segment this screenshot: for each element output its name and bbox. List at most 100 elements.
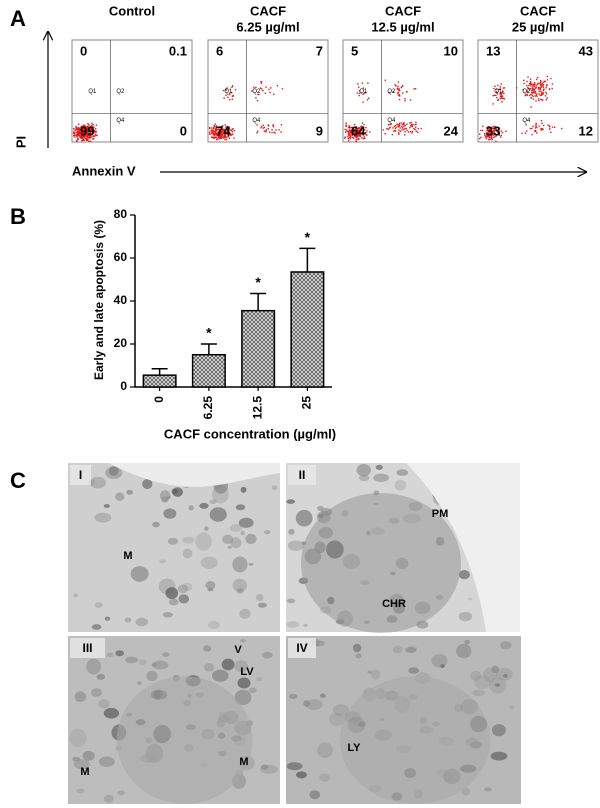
event-dot bbox=[487, 134, 489, 136]
bar bbox=[241, 309, 276, 388]
event-dot bbox=[495, 134, 497, 136]
quadrant-tag: Q1 bbox=[359, 89, 368, 95]
event-dot bbox=[344, 131, 347, 133]
event-dot bbox=[358, 135, 361, 137]
event-dot bbox=[361, 133, 363, 135]
event-dot bbox=[533, 88, 536, 91]
event-dot bbox=[225, 88, 227, 90]
event-dot bbox=[255, 97, 257, 99]
event-dot bbox=[262, 124, 265, 126]
texture bbox=[182, 548, 193, 559]
micrograph bbox=[286, 463, 520, 633]
event-dot bbox=[93, 135, 95, 138]
event-dot bbox=[415, 123, 417, 126]
event-dot bbox=[84, 137, 86, 140]
event-dot bbox=[493, 133, 496, 135]
texture bbox=[240, 639, 246, 643]
event-dot bbox=[366, 99, 369, 101]
event-dot bbox=[482, 125, 484, 127]
event-dot bbox=[357, 131, 359, 134]
event-dot bbox=[397, 125, 399, 127]
event-dot bbox=[271, 132, 273, 134]
event-dot bbox=[361, 137, 363, 139]
event-dot bbox=[529, 78, 532, 80]
event-dot bbox=[529, 127, 532, 130]
texture bbox=[494, 683, 501, 687]
texture bbox=[435, 537, 445, 546]
event-dot bbox=[484, 132, 486, 135]
event-dot bbox=[486, 131, 488, 134]
event-dot bbox=[487, 130, 489, 132]
event-dot bbox=[488, 134, 490, 136]
event-dot bbox=[360, 128, 362, 131]
event-dot bbox=[76, 134, 78, 137]
texture bbox=[152, 660, 169, 670]
event-dot bbox=[349, 136, 351, 139]
texture bbox=[320, 693, 326, 698]
event-dot bbox=[215, 125, 218, 128]
event-dot bbox=[357, 130, 359, 132]
texture bbox=[483, 667, 498, 682]
event-dot bbox=[527, 76, 529, 78]
texture bbox=[103, 504, 110, 508]
y-tick-label: 0 bbox=[120, 379, 127, 393]
event-dot bbox=[526, 85, 528, 87]
event-dot bbox=[398, 124, 401, 127]
event-dot bbox=[526, 91, 529, 94]
event-dot bbox=[544, 95, 547, 97]
image-tag: II bbox=[299, 468, 306, 482]
event-dot bbox=[502, 87, 505, 89]
event-dot bbox=[355, 136, 358, 139]
event-dot bbox=[413, 127, 415, 130]
event-dot bbox=[397, 81, 400, 83]
structure-label: M bbox=[239, 756, 248, 768]
event-dot bbox=[219, 129, 222, 131]
texture bbox=[286, 762, 303, 771]
texture bbox=[125, 656, 139, 664]
event-dot bbox=[505, 130, 507, 132]
event-dot bbox=[91, 130, 93, 132]
event-dot bbox=[348, 129, 350, 132]
event-dot bbox=[77, 132, 79, 134]
event-dot bbox=[501, 131, 504, 134]
texture bbox=[303, 623, 308, 627]
texture bbox=[309, 790, 321, 800]
texture bbox=[373, 473, 390, 482]
event-dot bbox=[214, 123, 216, 125]
event-dot bbox=[501, 92, 503, 95]
event-dot bbox=[226, 131, 228, 133]
event-dot bbox=[531, 87, 533, 89]
event-dot bbox=[77, 129, 79, 131]
event-dot bbox=[489, 128, 491, 130]
event-dot bbox=[253, 86, 255, 89]
quadrant-value: 99 bbox=[80, 123, 94, 138]
quadrant-tag: Q1 bbox=[224, 89, 233, 95]
texture bbox=[461, 787, 471, 796]
texture bbox=[109, 465, 119, 476]
texture bbox=[375, 464, 383, 470]
event-dot bbox=[493, 136, 496, 138]
texture bbox=[470, 670, 482, 681]
event-dot bbox=[495, 128, 497, 130]
event-dot bbox=[354, 126, 356, 128]
event-dot bbox=[501, 101, 503, 103]
event-dot bbox=[79, 132, 82, 134]
event-dot bbox=[216, 138, 218, 141]
texture bbox=[167, 537, 179, 545]
event-dot bbox=[226, 129, 228, 132]
event-dot bbox=[79, 133, 82, 135]
event-dot bbox=[281, 88, 284, 90]
event-dot bbox=[388, 92, 390, 94]
event-dot bbox=[499, 88, 501, 90]
event-dot bbox=[549, 128, 551, 130]
structure-label: M bbox=[80, 766, 89, 778]
event-dot bbox=[93, 132, 95, 134]
event-dot bbox=[352, 126, 354, 129]
event-dot bbox=[232, 128, 234, 130]
event-dot bbox=[83, 131, 85, 133]
texture bbox=[258, 602, 267, 608]
event-dot bbox=[225, 89, 227, 91]
event-dot bbox=[353, 124, 356, 126]
event-dot bbox=[500, 130, 502, 132]
event-dot bbox=[87, 123, 89, 125]
